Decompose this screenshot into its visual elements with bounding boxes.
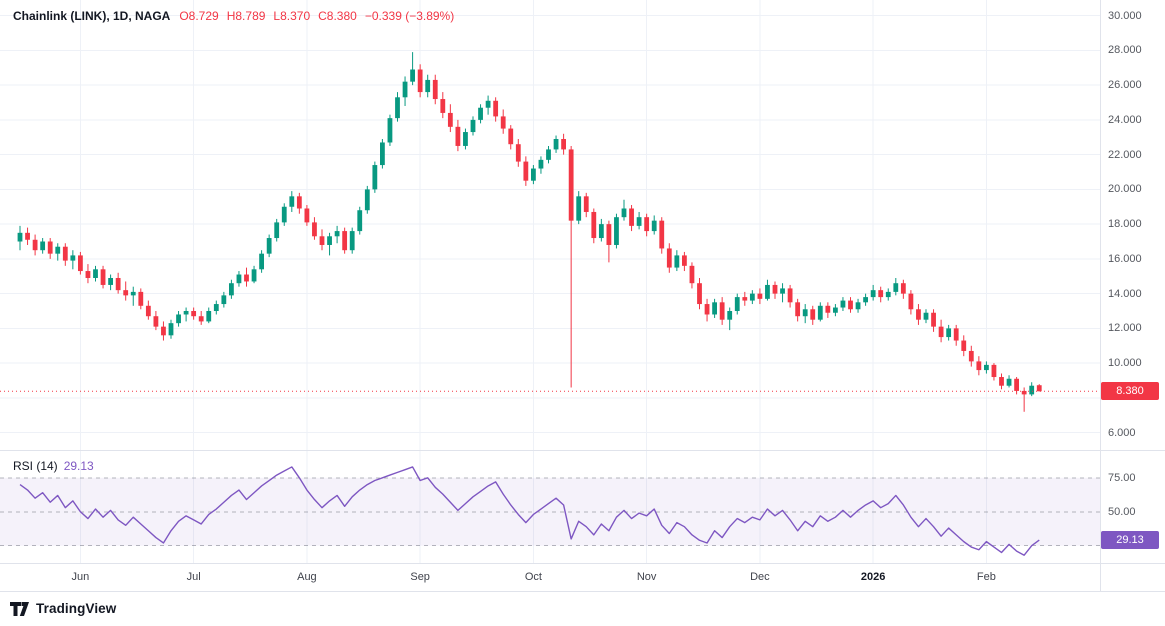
- price-axis-label: 6.000: [1108, 426, 1136, 439]
- open-value: O8.729: [179, 9, 219, 23]
- time-axis-label: Oct: [524, 571, 542, 583]
- price-axis-label: 20.000: [1108, 183, 1142, 196]
- price-axis-label: 28.000: [1108, 44, 1142, 57]
- rsi-value-badge: 29.13: [1101, 531, 1159, 550]
- time-axis-label: Nov: [636, 571, 657, 583]
- price-axis-label: 10.000: [1108, 357, 1142, 370]
- price-axis-label: 16.000: [1108, 252, 1142, 265]
- rsi-axis-label: 50.00: [1108, 505, 1136, 518]
- tradingview-logo-text: TradingView: [36, 601, 117, 616]
- time-axis[interactable]: Jun Jul Aug Sep Oct Nov Dec 2026 Feb: [0, 563, 1165, 591]
- last-price-badge: 8.380: [1101, 382, 1159, 401]
- ohlc-values: O8.729 H8.789 L8.370 C8.380 −0.339 (−3.8…: [179, 9, 454, 23]
- time-axis-label: Aug: [297, 571, 317, 583]
- price-axis-label: 14.000: [1108, 287, 1142, 300]
- price-axis-label: 26.000: [1108, 79, 1142, 92]
- price-axis-label: 30.000: [1108, 9, 1142, 22]
- time-axis-label: Jun: [71, 571, 90, 583]
- right-price-scale[interactable]: 30.000 28.000 26.000 24.000 22.000 20.000 18.0…: [1100, 0, 1165, 563]
- rsi-indicator-value: 29.13: [63, 459, 94, 473]
- time-axis-label: Jul: [186, 571, 201, 583]
- symbol-legend: Chainlink (LINK), 1D, NAGA O8.729 H8.789…: [13, 9, 454, 23]
- symbol-title: Chainlink (LINK), 1D, NAGA: [13, 9, 171, 23]
- low-value: L8.370: [273, 9, 311, 23]
- price-axis-label: 18.000: [1108, 218, 1142, 231]
- time-axis-label: Dec: [750, 571, 770, 583]
- price-axis-label: 12.000: [1108, 322, 1142, 335]
- change-value: −0.339 (−3.89%): [364, 9, 455, 23]
- time-axis-label: Sep: [410, 571, 430, 583]
- price-axis-label: 22.000: [1108, 148, 1142, 161]
- rsi-legend: RSI (14) 29.13: [13, 459, 94, 473]
- high-value: H8.789: [226, 9, 266, 23]
- rsi-axis-label: 75.00: [1108, 471, 1136, 484]
- time-axis-label: Feb: [976, 571, 996, 583]
- close-value: C8.380: [318, 9, 357, 23]
- rsi-indicator-label: RSI (14): [13, 459, 58, 473]
- time-axis-label: 2026: [860, 571, 886, 583]
- price-axis-label: 24.000: [1108, 113, 1142, 126]
- tradingview-logo[interactable]: TradingView: [10, 591, 116, 626]
- tradingview-logo-icon: [10, 601, 29, 616]
